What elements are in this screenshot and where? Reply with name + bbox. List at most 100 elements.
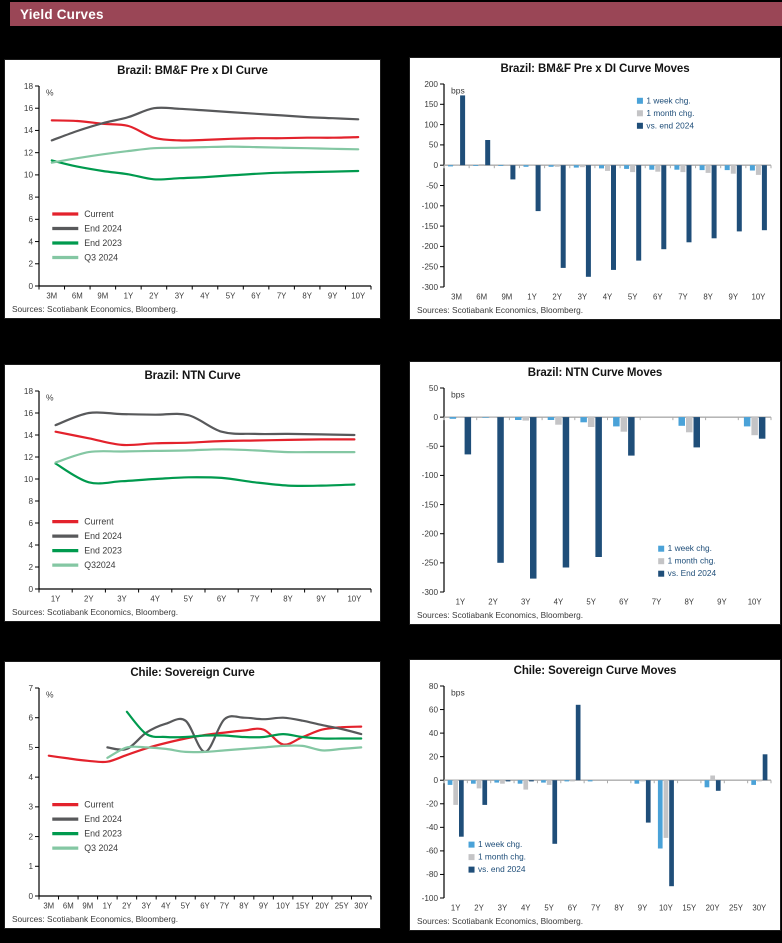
- svg-text:0: 0: [433, 161, 438, 170]
- svg-text:5: 5: [28, 743, 33, 752]
- svg-text:3Y: 3Y: [498, 904, 508, 913]
- svg-text:200: 200: [424, 80, 438, 89]
- svg-text:-40: -40: [426, 823, 438, 832]
- svg-text:25Y: 25Y: [729, 904, 744, 913]
- svg-text:6Y: 6Y: [619, 598, 629, 607]
- page-header: Yield Curves: [10, 2, 782, 26]
- svg-text:8Y: 8Y: [239, 902, 249, 911]
- svg-text:8: 8: [28, 193, 33, 202]
- svg-text:0: 0: [28, 892, 33, 901]
- svg-text:100: 100: [424, 120, 438, 129]
- svg-text:1Y: 1Y: [51, 595, 61, 604]
- svg-text:50: 50: [429, 384, 439, 393]
- svg-text:0: 0: [433, 413, 438, 422]
- svg-text:150: 150: [424, 100, 438, 109]
- svg-text:End 2023: End 2023: [84, 238, 122, 248]
- svg-text:0: 0: [28, 585, 33, 594]
- svg-text:%: %: [46, 393, 54, 403]
- svg-text:10Y: 10Y: [748, 598, 763, 607]
- svg-text:9Y: 9Y: [717, 598, 727, 607]
- svg-text:2Y: 2Y: [474, 904, 484, 913]
- svg-text:9M: 9M: [501, 293, 512, 302]
- svg-text:6: 6: [28, 519, 33, 528]
- chart-title: Chile: Sovereign Curve: [130, 667, 255, 679]
- svg-text:7Y: 7Y: [277, 292, 287, 301]
- svg-text:4: 4: [28, 773, 33, 782]
- svg-text:-60: -60: [426, 847, 438, 856]
- svg-text:3M: 3M: [451, 293, 462, 302]
- svg-text:50: 50: [429, 141, 439, 150]
- chart-canvas: 0 1 2 3 4 5 6 7% 3M 6M 9M 1Y 2Y 3Y 4Y 5Y 6Y 7Y 8Y 9Y 10Y 15Y 2…: [5, 683, 380, 914]
- svg-text:6M: 6M: [63, 902, 74, 911]
- svg-text:2: 2: [28, 832, 33, 841]
- svg-text:9M: 9M: [97, 292, 108, 301]
- chart-canvas: 0 2 4 6 8 10 12 14 16 18% 3M 6M 9M 1Y 2Y 3Y 4Y 5Y 6Y 7Y 8Y 9Y…: [5, 81, 380, 304]
- svg-text:2: 2: [28, 563, 33, 572]
- chart-sources: Sources: Scotiabank Economics, Bloomberg…: [12, 304, 179, 314]
- svg-text:15Y: 15Y: [682, 904, 697, 913]
- svg-text:bps: bps: [451, 688, 465, 698]
- svg-text:-20: -20: [426, 800, 438, 809]
- svg-text:18: 18: [24, 387, 34, 396]
- svg-text:16: 16: [24, 409, 34, 418]
- chart-canvas: -300 -250 -200 -150 -100 -50 0 50 100 150 200 bps 3M…: [410, 79, 780, 305]
- svg-text:-200: -200: [422, 530, 439, 539]
- svg-text:5Y: 5Y: [544, 904, 554, 913]
- svg-text:7: 7: [28, 684, 33, 693]
- svg-text:7Y: 7Y: [250, 595, 260, 604]
- chart-canvas: -100 -80 -60 -40 -20 0 20 40 60 80 bps 1Y 2Y 3Y 4Y 5Y 6Y…: [410, 681, 780, 916]
- chart-sources: Sources: Scotiabank Economics, Bloomberg…: [417, 305, 584, 315]
- svg-text:6M: 6M: [476, 293, 487, 302]
- svg-text:vs. End 2024: vs. End 2024: [668, 568, 717, 578]
- svg-text:6: 6: [28, 215, 33, 224]
- svg-text:10Y: 10Y: [351, 292, 366, 301]
- svg-text:2Y: 2Y: [149, 292, 159, 301]
- svg-text:2: 2: [28, 260, 33, 269]
- svg-text:9Y: 9Y: [316, 595, 326, 604]
- svg-text:5Y: 5Y: [184, 595, 194, 604]
- svg-text:-150: -150: [422, 222, 439, 231]
- svg-text:0: 0: [433, 776, 438, 785]
- svg-text:-300: -300: [422, 283, 439, 292]
- svg-text:5Y: 5Y: [586, 598, 596, 607]
- svg-text:1Y: 1Y: [451, 904, 461, 913]
- svg-text:3Y: 3Y: [521, 598, 531, 607]
- svg-text:7Y: 7Y: [220, 902, 230, 911]
- svg-text:25Y: 25Y: [335, 902, 350, 911]
- chart-title: Brazil: NTN Curve: [144, 370, 241, 382]
- svg-text:End 2024: End 2024: [84, 224, 122, 234]
- svg-text:1 week chg.: 1 week chg.: [668, 543, 712, 553]
- svg-text:-80: -80: [426, 870, 438, 879]
- svg-text:30Y: 30Y: [752, 904, 767, 913]
- svg-text:2Y: 2Y: [84, 595, 94, 604]
- svg-text:5Y: 5Y: [628, 293, 638, 302]
- chart-panel-brazil-ntn-moves: Brazil: NTN Curve Moves -300 -250 -200 -150…: [409, 361, 781, 625]
- svg-text:-100: -100: [422, 894, 439, 903]
- svg-text:1Y: 1Y: [124, 292, 134, 301]
- svg-text:End 2023: End 2023: [84, 546, 122, 556]
- svg-text:Current: Current: [84, 800, 114, 810]
- page-title: Yield Curves: [20, 6, 104, 22]
- svg-text:15Y: 15Y: [296, 902, 311, 911]
- svg-text:6Y: 6Y: [200, 902, 210, 911]
- svg-text:4: 4: [28, 541, 33, 550]
- svg-text:60: 60: [429, 705, 439, 714]
- svg-text:3M: 3M: [46, 292, 57, 301]
- svg-text:Q32024: Q32024: [84, 560, 115, 570]
- svg-text:1 month chg.: 1 month chg.: [478, 852, 526, 862]
- svg-text:3Y: 3Y: [175, 292, 185, 301]
- svg-text:Current: Current: [84, 209, 114, 219]
- chart-panel-brazil-bmf-curve: Brazil: BM&F Pre x DI Curve 0 2 4 6 8 10 12 14 1…: [4, 59, 381, 319]
- svg-text:20: 20: [429, 752, 439, 761]
- svg-text:9M: 9M: [82, 902, 93, 911]
- svg-text:-50: -50: [426, 181, 438, 190]
- svg-text:7Y: 7Y: [678, 293, 688, 302]
- svg-text:8Y: 8Y: [283, 595, 293, 604]
- svg-text:3M: 3M: [43, 902, 54, 911]
- svg-text:2Y: 2Y: [552, 293, 562, 302]
- svg-text:5Y: 5Y: [181, 902, 191, 911]
- svg-text:-150: -150: [422, 500, 439, 509]
- chart-panel-brazil-ntn-curve: Brazil: NTN Curve 0 2 4 6 8 10 12 14 16 18% 1Y 2Y 3Y…: [4, 364, 381, 622]
- svg-text:-300: -300: [422, 588, 439, 597]
- svg-text:10: 10: [24, 171, 34, 180]
